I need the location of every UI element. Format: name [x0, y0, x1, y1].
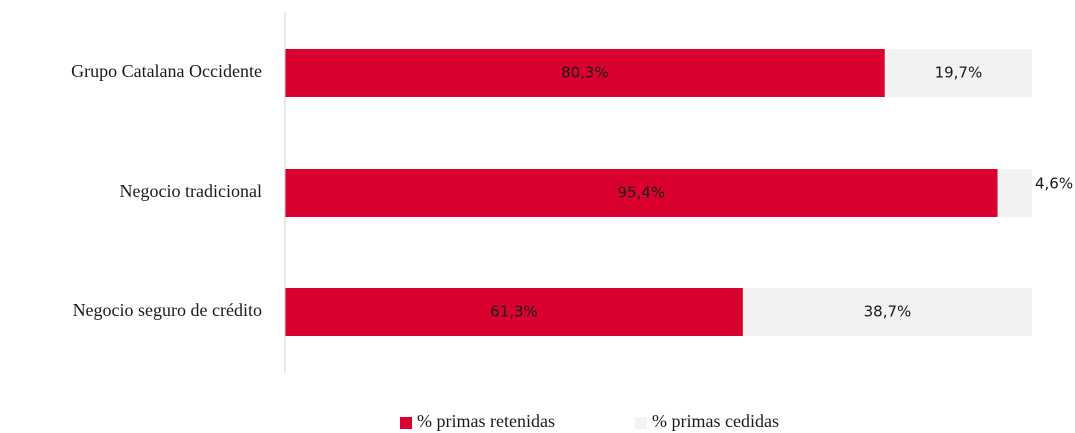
value-label: 80,3% — [561, 64, 609, 82]
bar-segment — [285, 49, 885, 97]
value-label: 38,7% — [864, 303, 912, 321]
legend-swatch — [635, 417, 647, 429]
value-label: 61,3% — [490, 303, 538, 321]
legend-label: % primas cedidas — [652, 411, 779, 431]
legend-label: % primas retenidas — [417, 411, 555, 431]
bar-segment — [742, 288, 1032, 336]
bar-segment — [884, 49, 1032, 97]
category-label: Grupo Catalana Occidente — [71, 61, 262, 81]
category-label: Negocio tradicional — [120, 181, 262, 201]
legend-swatch — [400, 417, 412, 429]
bar-segment — [285, 288, 743, 336]
bar-segment — [997, 169, 1032, 217]
bar-segment — [285, 169, 998, 217]
value-label: 4,6% — [1035, 175, 1073, 193]
category-label: Negocio seguro de crédito — [73, 300, 262, 320]
value-label: 95,4% — [617, 184, 665, 202]
value-label: 19,7% — [935, 64, 983, 82]
